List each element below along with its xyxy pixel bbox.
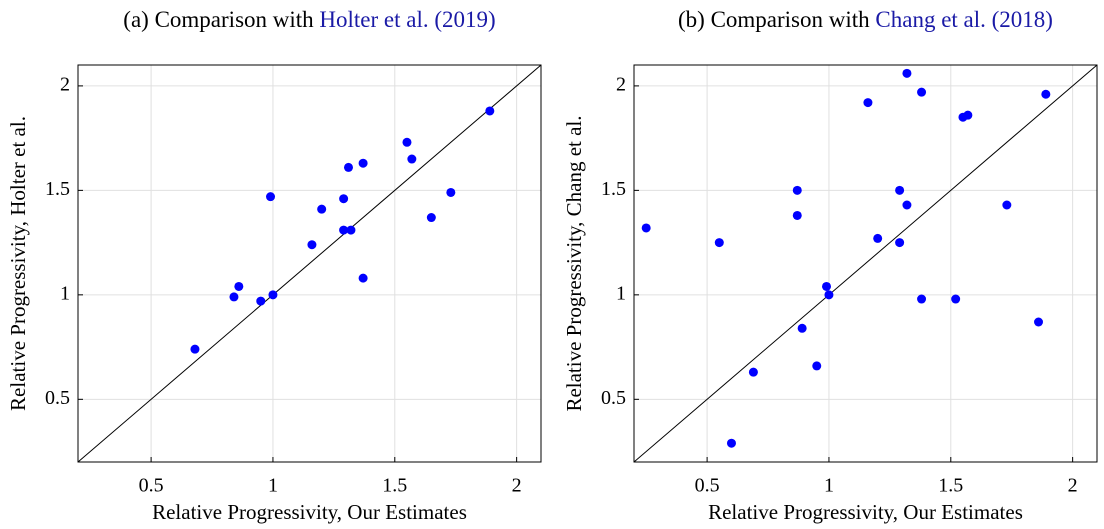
citation[interactable]: Chang et al. (2018) (875, 7, 1053, 32)
citation[interactable]: Holter et al. (2019) (319, 7, 495, 32)
y-tick-label: 0.5 (45, 387, 70, 409)
y-axis-label: Relative Progressivity, Holter et al. (6, 116, 30, 411)
x-tick-label: 2 (1068, 475, 1078, 497)
point (822, 281, 832, 291)
x-tick-label: 1 (268, 475, 278, 497)
x-tick-label: 0.5 (139, 475, 164, 497)
point (963, 110, 973, 120)
diagonal-line (633, 64, 1098, 463)
plot-frame (633, 64, 1098, 463)
point (812, 361, 822, 371)
point (1041, 89, 1051, 99)
point (1002, 200, 1012, 210)
y-tick-label: 1.5 (601, 178, 626, 200)
point (307, 240, 317, 250)
x-tick-label: 1.5 (938, 475, 963, 497)
point (714, 238, 724, 248)
x-axis-label: Relative Progressivity, Our Estimates (708, 500, 1023, 524)
point (358, 273, 368, 283)
panel-title: (a) Comparison with Holter et al. (2019) (123, 7, 495, 32)
point (358, 158, 368, 168)
point (234, 281, 244, 291)
x-tick-label: 2 (512, 475, 522, 497)
point (917, 87, 927, 97)
point (266, 192, 276, 202)
y-tick-label: 0.5 (601, 387, 626, 409)
point (863, 98, 873, 108)
plot-frame (77, 64, 542, 463)
point (902, 200, 912, 210)
point (792, 185, 802, 195)
point (951, 294, 961, 304)
panel-title: (b) Comparison with Chang et al. (2018) (678, 7, 1053, 32)
point (902, 68, 912, 78)
point (317, 204, 327, 214)
point (346, 225, 356, 235)
point (641, 223, 651, 233)
x-tick-label: 1.5 (382, 475, 407, 497)
point (748, 367, 758, 377)
point (792, 210, 802, 220)
point (1034, 317, 1044, 327)
x-axis-label: Relative Progressivity, Our Estimates (152, 500, 467, 524)
y-axis-label: Relative Progressivity, Chang et al. (562, 115, 586, 411)
point (726, 438, 736, 448)
point (895, 185, 905, 195)
point (824, 290, 834, 300)
x-tick-label: 0.5 (695, 475, 720, 497)
point (229, 292, 239, 302)
point (797, 323, 807, 333)
point (339, 194, 349, 204)
y-tick-label: 2 (60, 73, 70, 95)
diagonal-line (77, 64, 542, 463)
title-text: (b) Comparison with (678, 7, 870, 32)
y-tick-label: 2 (616, 73, 626, 95)
point (895, 238, 905, 248)
point (917, 294, 927, 304)
point (407, 154, 417, 164)
point (873, 233, 883, 243)
title-text: (a) Comparison with (123, 7, 314, 32)
point (339, 225, 349, 235)
y-tick-label: 1 (60, 282, 70, 304)
point (485, 106, 495, 116)
y-tick-label: 1.5 (45, 178, 70, 200)
point (446, 187, 456, 197)
point (190, 344, 200, 354)
y-tick-label: 1 (616, 282, 626, 304)
point (343, 162, 353, 172)
x-tick-label: 1 (824, 475, 834, 497)
point (426, 213, 436, 223)
point (256, 296, 266, 306)
point (268, 290, 278, 300)
point (402, 137, 412, 147)
